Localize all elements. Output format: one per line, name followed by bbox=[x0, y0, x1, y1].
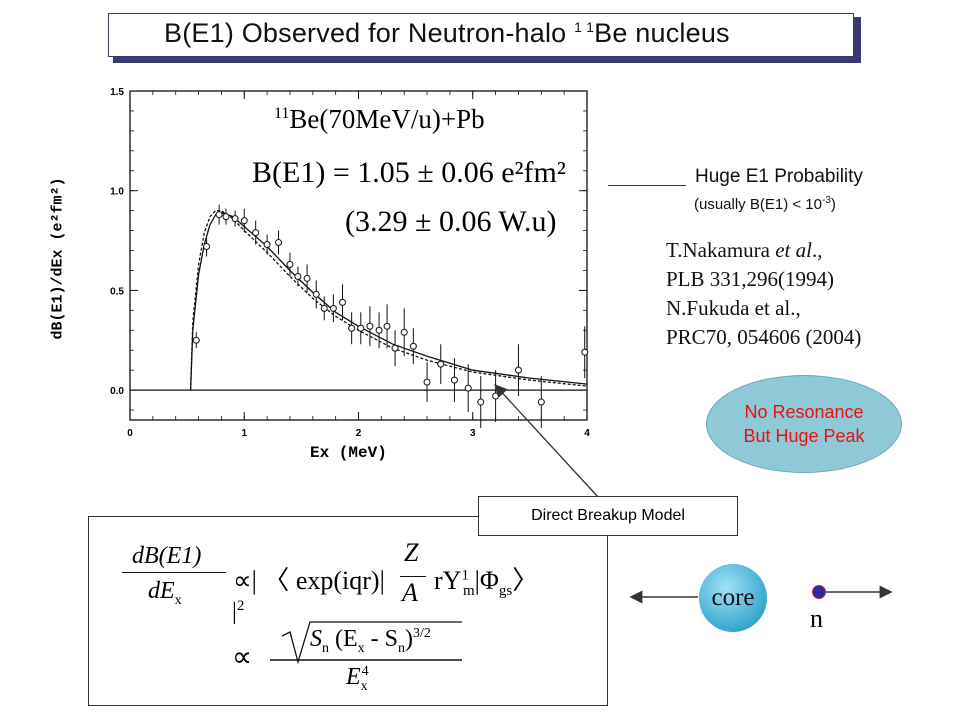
data-point bbox=[375, 326, 383, 334]
x-tick-label: 0 bbox=[127, 428, 133, 439]
formula-lhs-fraction-bar bbox=[122, 572, 226, 573]
data-point bbox=[192, 336, 200, 344]
huge-e1-label: Huge E1 Probability bbox=[695, 166, 863, 187]
be1-value: B(E1) = 1.05 ± 0.06 e²fm² bbox=[252, 156, 566, 189]
usually-note: (usually B(E1) < 10-3) bbox=[694, 195, 836, 213]
y-tick-label: 1.0 bbox=[110, 187, 124, 198]
data-point bbox=[320, 304, 328, 312]
x-tick-label: 2 bbox=[356, 428, 362, 439]
data-point bbox=[294, 272, 302, 280]
ellipse-line-2: But Huge Peak bbox=[743, 426, 865, 446]
data-point bbox=[391, 344, 399, 352]
data-point bbox=[240, 217, 248, 225]
data-point bbox=[312, 290, 320, 298]
title-banner bbox=[108, 13, 854, 57]
x-axis-label: Ex (MeV) bbox=[310, 444, 387, 462]
data-point bbox=[222, 213, 230, 221]
formula-a: A bbox=[402, 578, 418, 607]
reference-2-author: N.Fukuda et al., bbox=[666, 296, 801, 320]
formula-ry-phi: rY1m|Φgs〉 bbox=[434, 566, 539, 600]
data-point bbox=[275, 239, 283, 247]
data-point bbox=[409, 342, 417, 350]
ellipse-line-1: No Resonance bbox=[744, 402, 864, 422]
formula-za-bar bbox=[400, 576, 426, 577]
formula-sn-term: Sn (Ex - Sn)3/2 bbox=[310, 626, 431, 656]
formula-prop-2: ∝ bbox=[232, 642, 253, 673]
data-point bbox=[423, 378, 431, 386]
data-point bbox=[464, 384, 472, 392]
reference-2-journal: PRC70, 054606 (2004) bbox=[666, 325, 862, 349]
reference-list: T.Nakamura et al., PLB 331,296(1994) N.F… bbox=[666, 236, 861, 352]
x-tick-label: 1 bbox=[241, 428, 247, 439]
no-resonance-ellipse: No Resonance But Huge Peak bbox=[706, 375, 902, 473]
data-point bbox=[263, 241, 271, 249]
data-point bbox=[357, 324, 365, 332]
data-point bbox=[286, 260, 294, 268]
x-tick-label: 4 bbox=[584, 428, 590, 439]
page-title: B(E1) Observed for Neutron-halo 1 1Be nu… bbox=[164, 18, 730, 48]
formula-matrix-element: ∝| 〈 exp(iqr)| bbox=[233, 566, 385, 595]
plot-points bbox=[192, 204, 589, 428]
data-point bbox=[203, 243, 211, 251]
y-tick-label: 1.5 bbox=[110, 87, 124, 98]
neutron-dot bbox=[812, 585, 826, 599]
formula-lhs-numerator: dB(E1) bbox=[132, 543, 202, 569]
data-point bbox=[252, 229, 260, 237]
data-point bbox=[339, 298, 347, 306]
reaction-label: 11Be(70MeV/u)+Pb bbox=[274, 104, 485, 134]
direct-breakup-callout: Direct Breakup Model bbox=[478, 496, 738, 536]
x-tick-label: 3 bbox=[470, 428, 476, 439]
formula-denominator: Ex4 bbox=[346, 664, 369, 694]
formula-lhs-denominator: dEx bbox=[148, 578, 182, 608]
formula-z: Z bbox=[404, 538, 419, 567]
data-point bbox=[366, 322, 374, 330]
data-point bbox=[450, 376, 458, 384]
neutron-label: n bbox=[810, 604, 823, 633]
formula-box bbox=[88, 516, 608, 706]
data-point bbox=[215, 211, 223, 219]
data-point bbox=[400, 328, 408, 336]
reference-1-author: T.Nakamura et al., bbox=[666, 238, 823, 262]
formula-square: |2 bbox=[232, 598, 245, 625]
data-point bbox=[231, 215, 239, 223]
data-point bbox=[303, 274, 311, 282]
y-tick-label: 0.0 bbox=[110, 386, 124, 397]
reference-1-journal: PLB 331,296(1994) bbox=[666, 267, 834, 291]
data-point bbox=[348, 324, 356, 332]
data-point bbox=[477, 398, 485, 406]
data-point bbox=[383, 322, 391, 330]
pointer-line bbox=[608, 185, 686, 186]
data-point bbox=[581, 348, 589, 356]
data-point bbox=[514, 366, 522, 374]
data-point bbox=[437, 360, 445, 368]
data-point bbox=[537, 398, 545, 406]
data-point bbox=[329, 304, 337, 312]
core-sphere: core bbox=[699, 564, 767, 632]
y-tick-label: 0.5 bbox=[110, 286, 124, 297]
weisskopf-value: (3.29 ± 0.06 W.u) bbox=[345, 205, 557, 238]
plot-axes: 0 1 2 3 4 0.0 0.5 1.0 1.5 bbox=[110, 87, 590, 439]
